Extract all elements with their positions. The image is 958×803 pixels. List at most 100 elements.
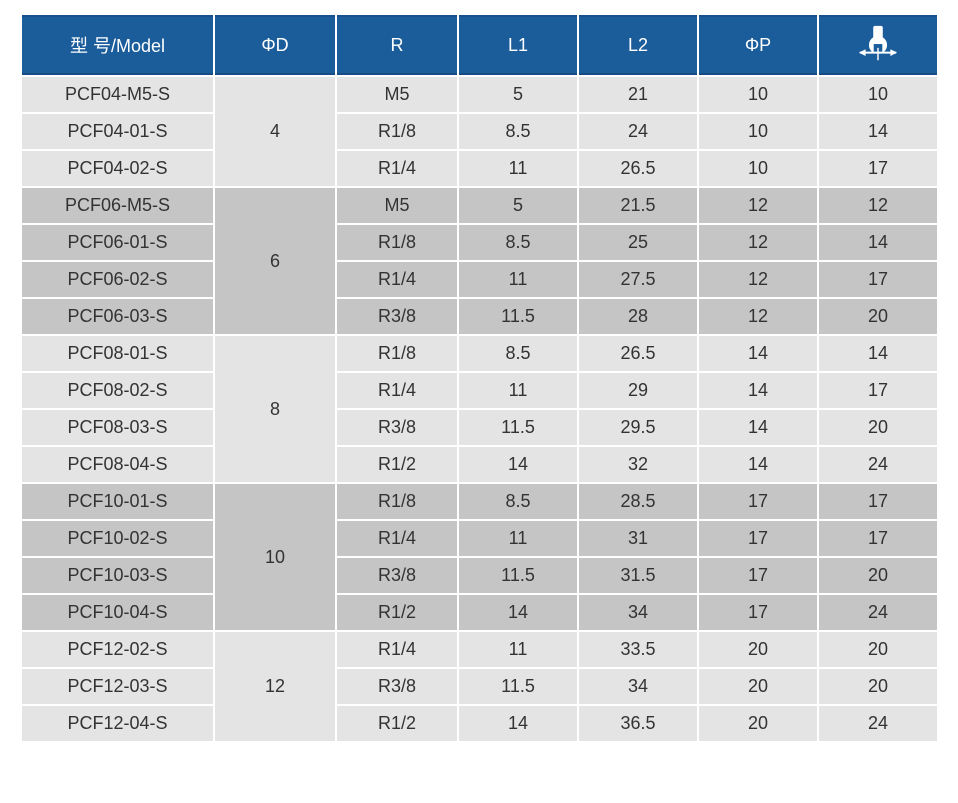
diameter-group-cell: 8 bbox=[213, 334, 337, 484]
table-row: PCF10-04-S R1/2 14 34 17 24 bbox=[20, 593, 939, 632]
port-cell: 10 bbox=[697, 112, 819, 151]
l2-cell: 34 bbox=[577, 667, 699, 706]
model-cell: PCF04-M5-S bbox=[20, 75, 215, 114]
model-cell: PCF10-02-S bbox=[20, 519, 215, 558]
model-cell: PCF06-01-S bbox=[20, 223, 215, 262]
wrench-cell: 12 bbox=[817, 186, 939, 225]
table-row: PCF12-03-S R3/8 11.5 34 20 20 bbox=[20, 667, 939, 706]
l1-cell: 8.5 bbox=[457, 334, 579, 373]
port-cell: 12 bbox=[697, 186, 819, 225]
l1-cell: 11 bbox=[457, 260, 579, 299]
l1-cell: 11.5 bbox=[457, 667, 579, 706]
l2-cell: 28.5 bbox=[577, 482, 699, 521]
l1-cell: 11 bbox=[457, 149, 579, 188]
port-cell: 12 bbox=[697, 297, 819, 336]
thread-cell: R1/4 bbox=[335, 519, 459, 558]
table-row: PCF12-02-S 12 R1/4 11 33.5 20 20 bbox=[20, 630, 939, 743]
wrench-cell: 14 bbox=[817, 223, 939, 262]
port-cell: 17 bbox=[697, 593, 819, 632]
port-cell: 17 bbox=[697, 556, 819, 595]
l1-cell: 11.5 bbox=[457, 556, 579, 595]
wrench-cell: 20 bbox=[817, 630, 939, 669]
column-header-d: ΦD bbox=[213, 13, 337, 77]
model-cell: PCF06-02-S bbox=[20, 260, 215, 299]
wrench-cell: 17 bbox=[817, 149, 939, 188]
diameter-group-cell: 12 bbox=[213, 630, 337, 743]
thread-cell: R1/8 bbox=[335, 112, 459, 151]
l2-cell: 36.5 bbox=[577, 704, 699, 743]
l1-cell: 11 bbox=[457, 630, 579, 669]
model-cell: PCF04-01-S bbox=[20, 112, 215, 151]
column-header-l2: L2 bbox=[577, 13, 699, 77]
thread-cell: R3/8 bbox=[335, 297, 459, 336]
l2-cell: 33.5 bbox=[577, 630, 699, 669]
l1-cell: 5 bbox=[457, 75, 579, 114]
diameter-group-cell: 6 bbox=[213, 186, 337, 336]
l2-cell: 31 bbox=[577, 519, 699, 558]
wrench-cell: 20 bbox=[817, 408, 939, 447]
thread-cell: R3/8 bbox=[335, 408, 459, 447]
model-cell: PCF10-04-S bbox=[20, 593, 215, 632]
l2-cell: 26.5 bbox=[577, 334, 699, 373]
table-row: PCF12-04-S R1/2 14 36.5 20 24 bbox=[20, 704, 939, 743]
table-row: PCF10-02-S R1/4 11 31 17 17 bbox=[20, 519, 939, 558]
l2-cell: 29 bbox=[577, 371, 699, 410]
thread-cell: R1/2 bbox=[335, 593, 459, 632]
wrench-cell: 14 bbox=[817, 112, 939, 151]
l1-cell: 11 bbox=[457, 371, 579, 410]
model-cell: PCF08-01-S bbox=[20, 334, 215, 373]
port-cell: 17 bbox=[697, 482, 819, 521]
wrench-cell: 24 bbox=[817, 704, 939, 743]
wrench-size-icon bbox=[858, 25, 898, 61]
port-cell: 17 bbox=[697, 519, 819, 558]
thread-cell: M5 bbox=[335, 75, 459, 114]
model-cell: PCF08-02-S bbox=[20, 371, 215, 410]
thread-cell: R1/4 bbox=[335, 149, 459, 188]
model-cell: PCF12-04-S bbox=[20, 704, 215, 743]
column-header-r: R bbox=[335, 13, 459, 77]
l1-cell: 14 bbox=[457, 445, 579, 484]
table-row: PCF06-M5-S 6 M5 5 21.5 12 12 bbox=[20, 186, 939, 336]
model-cell: PCF06-03-S bbox=[20, 297, 215, 336]
table-row: PCF08-01-S 8 R1/8 8.5 26.5 14 14 bbox=[20, 334, 939, 484]
port-cell: 20 bbox=[697, 704, 819, 743]
model-cell: PCF10-03-S bbox=[20, 556, 215, 595]
wrench-cell: 20 bbox=[817, 297, 939, 336]
diameter-group-cell: 4 bbox=[213, 75, 337, 188]
thread-cell: R1/4 bbox=[335, 630, 459, 669]
column-header-l1: L1 bbox=[457, 13, 579, 77]
table-row: PCF08-03-S R3/8 11.5 29.5 14 20 bbox=[20, 408, 939, 447]
thread-cell: R1/8 bbox=[335, 482, 459, 521]
wrench-cell: 24 bbox=[817, 593, 939, 632]
column-header-model: 型 号/Model bbox=[20, 13, 215, 77]
l1-cell: 5 bbox=[457, 186, 579, 225]
wrench-cell: 10 bbox=[817, 75, 939, 114]
model-cell: PCF10-01-S bbox=[20, 482, 215, 521]
l1-cell: 14 bbox=[457, 593, 579, 632]
port-cell: 20 bbox=[697, 630, 819, 669]
port-cell: 20 bbox=[697, 667, 819, 706]
table-row: PCF10-03-S R3/8 11.5 31.5 17 20 bbox=[20, 556, 939, 595]
l2-cell: 25 bbox=[577, 223, 699, 262]
l1-cell: 11 bbox=[457, 519, 579, 558]
l2-cell: 32 bbox=[577, 445, 699, 484]
table-header: 型 号/Model ΦD R L1 L2 ΦP bbox=[20, 13, 939, 77]
port-cell: 12 bbox=[697, 260, 819, 299]
thread-cell: R1/4 bbox=[335, 371, 459, 410]
table-row: PCF06-01-S R1/8 8.5 25 12 14 bbox=[20, 223, 939, 262]
spec-table-body: PCF04-M5-S 4 M5 5 21 10 10 PCF04-01-S R1/8 8.5 24 1… bbox=[20, 75, 939, 743]
model-cell: PCF06-M5-S bbox=[20, 186, 215, 225]
port-cell: 10 bbox=[697, 149, 819, 188]
l1-cell: 11.5 bbox=[457, 408, 579, 447]
wrench-cell: 17 bbox=[817, 482, 939, 521]
l2-cell: 28 bbox=[577, 297, 699, 336]
spec-table: 型 号/Model ΦD R L1 L2 ΦP bbox=[20, 13, 939, 743]
column-header-p: ΦP bbox=[697, 13, 819, 77]
l1-cell: 8.5 bbox=[457, 112, 579, 151]
l1-cell: 11.5 bbox=[457, 297, 579, 336]
wrench-cell: 20 bbox=[817, 556, 939, 595]
l2-cell: 26.5 bbox=[577, 149, 699, 188]
table-row: PCF08-02-S R1/4 11 29 14 17 bbox=[20, 371, 939, 410]
thread-cell: R1/4 bbox=[335, 260, 459, 299]
